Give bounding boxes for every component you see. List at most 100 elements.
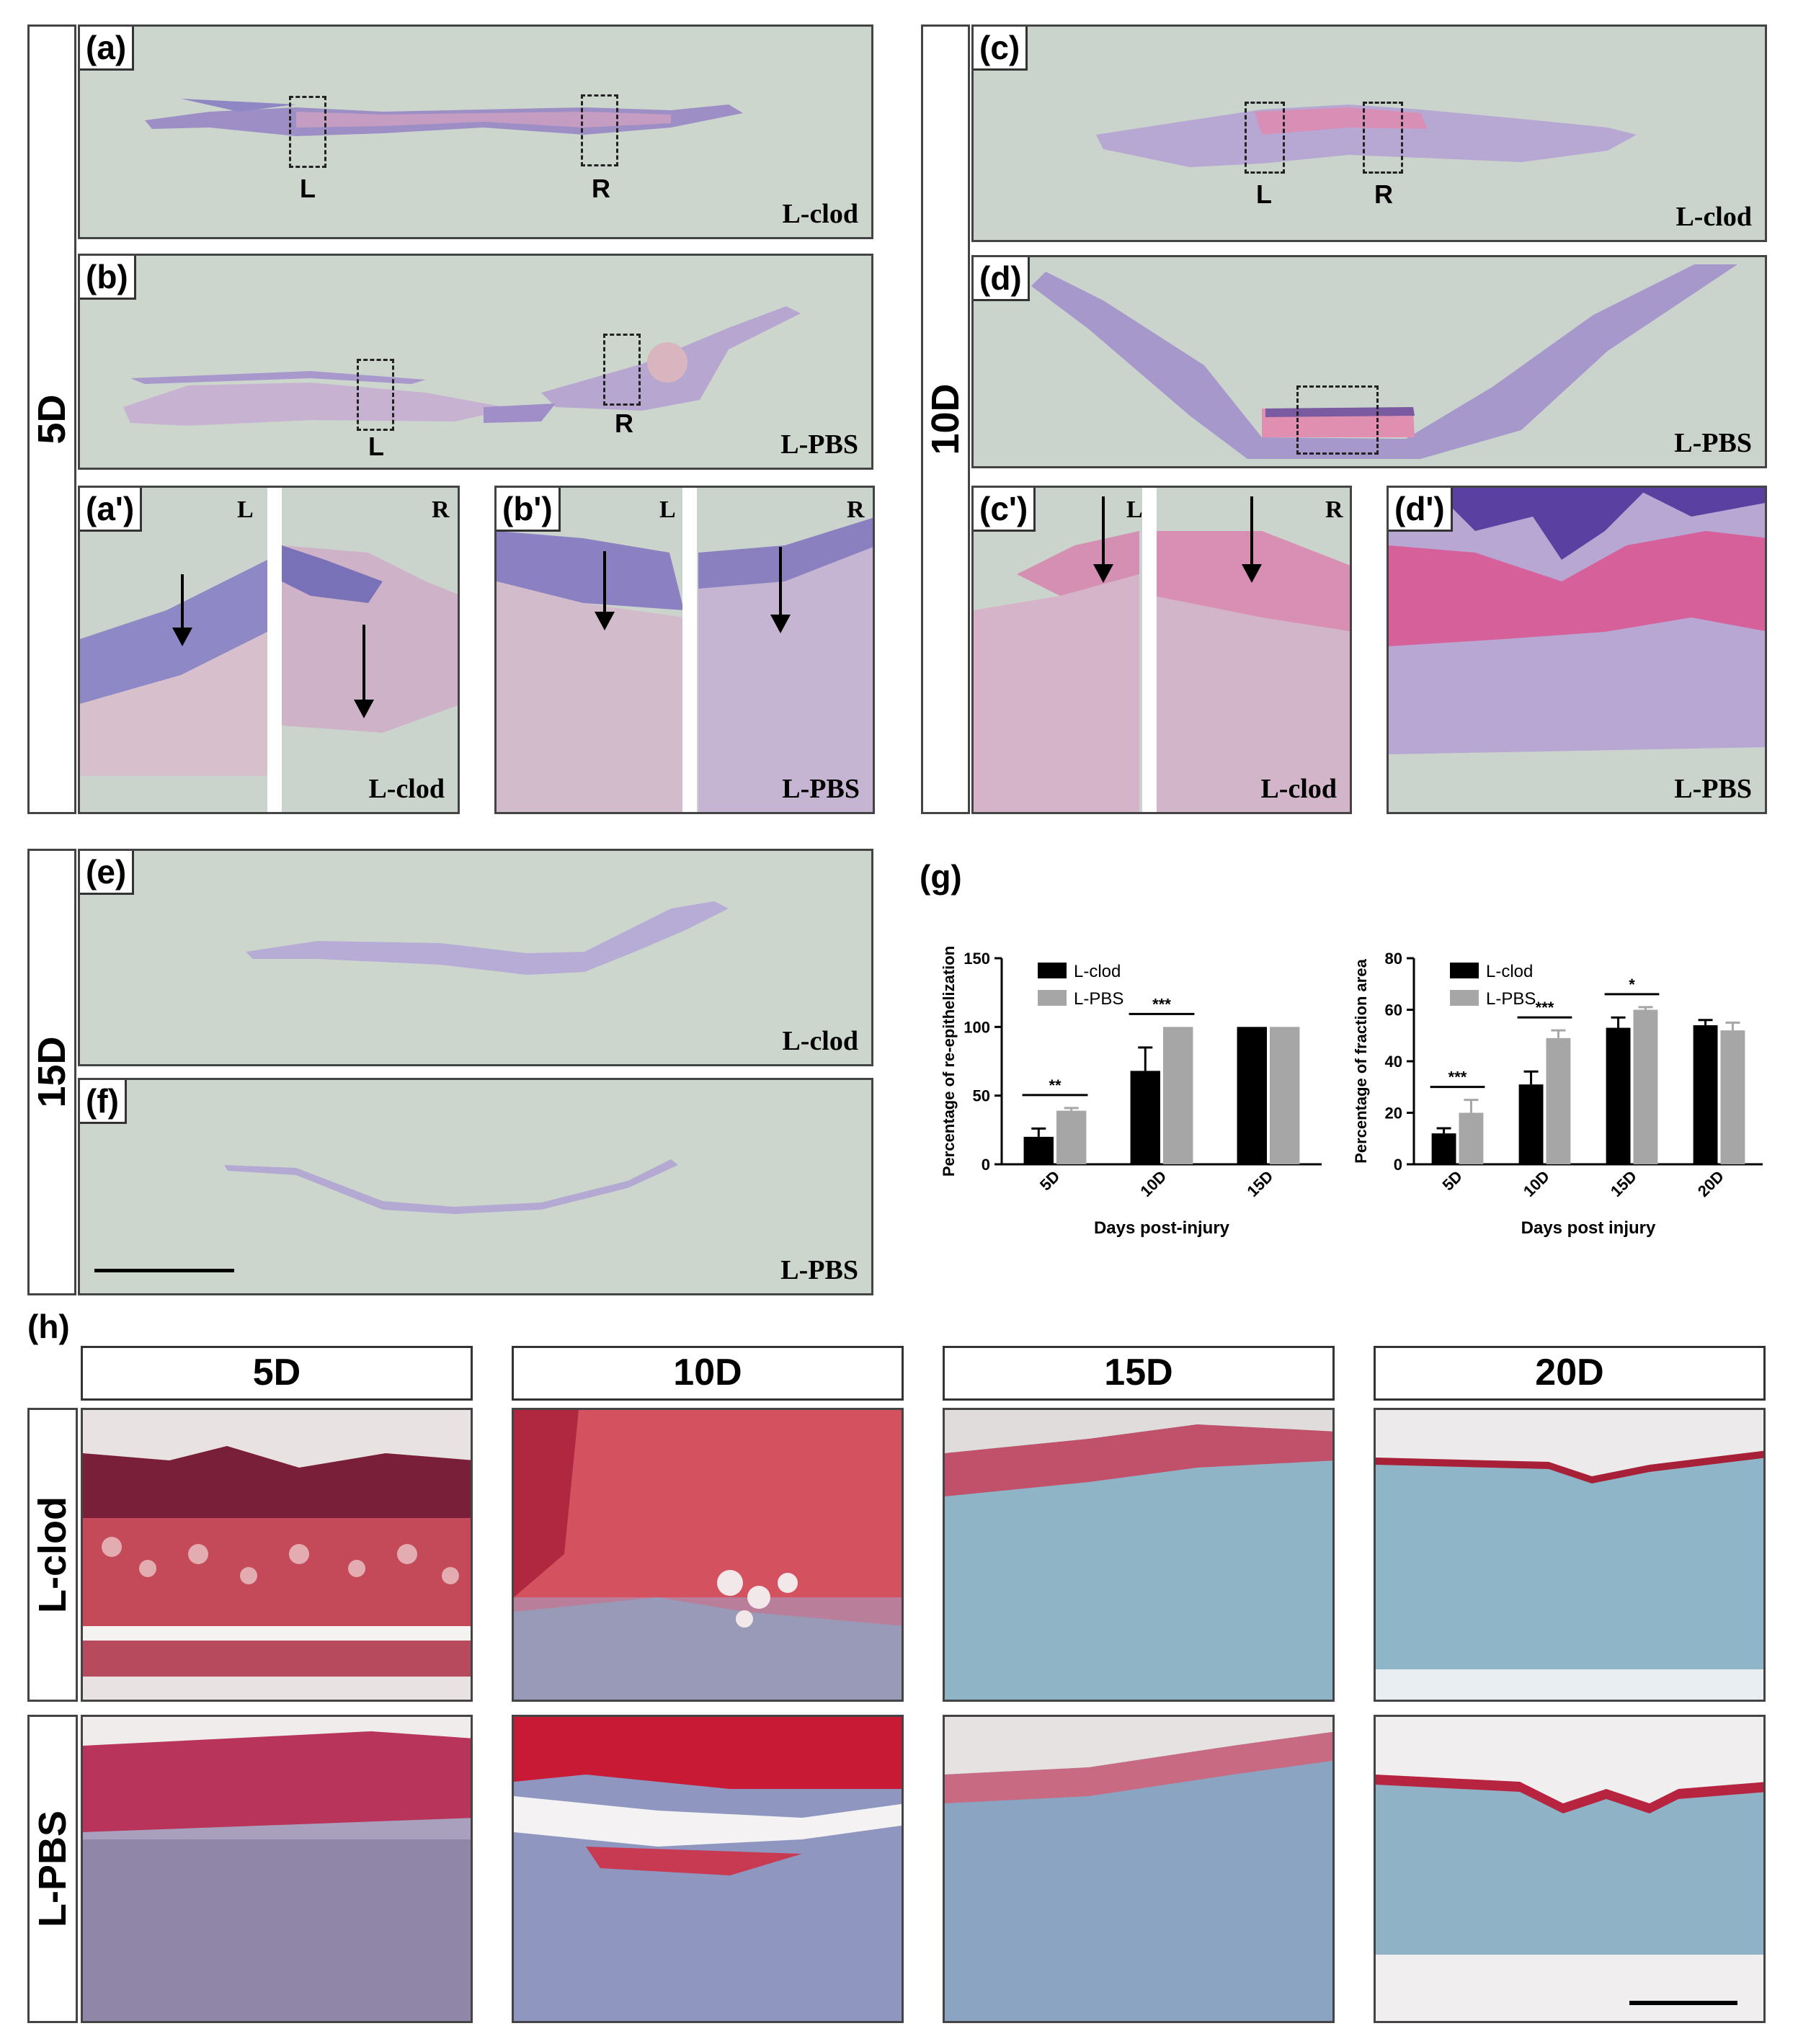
chart1-ytick-label-3: 150	[963, 950, 990, 968]
panel-b-box-right	[603, 334, 641, 406]
panel-a-label: (a)	[80, 27, 135, 71]
chart2-ylabel: Percentage of fraction area	[1352, 958, 1370, 1163]
panel-h-row-lpbs: L-PBS	[27, 1715, 78, 2023]
panel-d-condition: L-PBS	[1674, 428, 1752, 458]
chart1-legend-L-clod: L-clod	[1074, 962, 1121, 981]
trichrome-lclod-5d	[81, 1408, 473, 1702]
chart1-sig-10D: ***	[1152, 995, 1171, 1013]
panel-h-col-15d: 15D	[943, 1346, 1335, 1401]
panel-d-box	[1296, 385, 1379, 455]
panel-b-prime-right: R	[847, 496, 865, 523]
panel-c-box-left	[1245, 102, 1285, 174]
panel-b-prime-arrow-left	[595, 551, 615, 630]
chart2-xtick-label-20D: 20D	[1694, 1167, 1727, 1200]
panel-c-box-left-label: L	[1256, 179, 1272, 209]
group-label-5d: 5D	[27, 24, 76, 814]
panel-b-box-left	[357, 359, 394, 431]
group-label-5d-text: 5D	[30, 394, 74, 445]
panel-b-prime-left: L	[659, 496, 676, 523]
panel-b-prime-divider	[682, 488, 697, 812]
chart1-xlabel: Days post-injury	[1094, 1218, 1230, 1238]
panel-a-prime-left: L	[237, 496, 254, 523]
chart2-sig-10D: ***	[1536, 999, 1554, 1017]
panel-b-prime-image: (b') L R L-PBS	[494, 486, 875, 814]
trichrome-lclod-20d	[1374, 1408, 1766, 1702]
chart2-xlabel: Days post injury	[1521, 1218, 1656, 1238]
trichrome-lclod-10d	[512, 1408, 904, 1702]
panel-a-box-right-label: R	[592, 174, 610, 203]
chart1-ytick-label-2: 100	[963, 1018, 990, 1036]
panel-c-prime-condition: L-clod	[1260, 774, 1337, 804]
chart2-ytick-label-1: 20	[1385, 1104, 1402, 1123]
trichrome-lpbs-10d	[512, 1715, 904, 2023]
chart2-ytick-label-0: 0	[1394, 1156, 1402, 1174]
panel-c-box-right-label: R	[1374, 179, 1393, 209]
chart2-bar-L-clod-20D	[1693, 1025, 1718, 1164]
panel-a-prime-label: (a')	[80, 488, 143, 532]
panel-a-prime-arrow-right	[354, 625, 374, 718]
re-epithelization-chart: 0 50 100 150 Percentage of re-epithelization…	[940, 946, 1322, 1238]
panel-a-box-left	[289, 96, 326, 168]
panel-a-prime-right: R	[432, 496, 450, 523]
chart2-xtick-label-15D: 15D	[1607, 1167, 1640, 1200]
chart1-bar-L-PBS-10D	[1163, 1027, 1193, 1164]
chart2-bar-L-clod-5D	[1431, 1133, 1456, 1164]
panel-c-box-right	[1363, 102, 1403, 174]
trichrome-lpbs-15d	[943, 1715, 1335, 2023]
chart2-xtick-label-10D: 10D	[1520, 1167, 1553, 1200]
chart2-ytick-label-3: 60	[1385, 1001, 1402, 1019]
chart2-legend-swatch-L-PBS	[1450, 990, 1479, 1006]
chart1-legend-swatch-L-PBS	[1038, 990, 1067, 1006]
chart2-ytick-label-2: 40	[1385, 1053, 1402, 1071]
panel-c-prime-divider	[1142, 488, 1157, 812]
chart2-bar-L-PBS-5D	[1459, 1112, 1484, 1164]
panel-a-box-right	[581, 94, 618, 166]
panel-a-prime-image: (a') L R L-clod	[78, 486, 460, 814]
panel-c-prime-left: L	[1126, 496, 1143, 523]
panel-b-image: (b) L R L-PBS	[78, 254, 873, 470]
chart1-xtick-label-15D: 15D	[1243, 1167, 1276, 1200]
chart1-bar-L-clod-5D	[1023, 1136, 1054, 1164]
panel-d-prime-image: (d') L-PBS	[1387, 486, 1767, 814]
chart2-bar-L-PBS-10D	[1546, 1037, 1571, 1164]
panel-c-prime-arrow-right	[1242, 496, 1262, 583]
panel-e-image: (e) L-clod	[78, 849, 873, 1066]
panel-a-box-left-label: L	[300, 174, 316, 203]
chart2-sig-15D: *	[1629, 976, 1635, 994]
chart1-xtick-label-5D: 5D	[1036, 1167, 1064, 1195]
panel-h-row-lclod: L-clod	[27, 1408, 78, 1702]
panel-c-prime-arrow-left	[1093, 496, 1113, 583]
panel-d-label: (d)	[974, 257, 1030, 301]
chart1-ytick-label-0: 0	[982, 1156, 990, 1174]
group-label-10d: 10D	[921, 24, 970, 814]
panel-a-prime-arrow-left	[172, 574, 192, 646]
panel-g-label: (g)	[920, 858, 962, 896]
panel-c-prime-right: R	[1325, 496, 1343, 523]
panel-b-prime-condition: L-PBS	[782, 774, 860, 804]
chart2-legend-L-clod: L-clod	[1486, 962, 1533, 981]
panel-h-row-lpbs-text: L-PBS	[31, 1811, 74, 1927]
panel-a-image: (a) L R L-clod	[78, 24, 873, 239]
panel-e-label: (e)	[80, 851, 135, 895]
panel-f-condition: L-PBS	[780, 1255, 858, 1285]
chart1-sig-5D: **	[1049, 1076, 1062, 1094]
chart1-legend-L-PBS: L-PBS	[1074, 989, 1123, 1009]
chart2-sig-5D: ***	[1448, 1068, 1467, 1086]
chart2-xtick-label-5D: 5D	[1438, 1167, 1466, 1195]
panel-c-condition: L-clod	[1675, 202, 1752, 232]
chart2-legend-L-PBS: L-PBS	[1486, 989, 1536, 1009]
chart2-bar-L-clod-10D	[1518, 1084, 1544, 1164]
chart1-xtick-label-10D: 10D	[1136, 1167, 1170, 1200]
panel-a-prime-condition: L-clod	[368, 774, 445, 804]
panel-d-image: (d) L-PBS	[971, 255, 1767, 468]
chart1-ylabel: Percentage of re-epithelization	[940, 946, 958, 1177]
chart2-ytick-label-4: 80	[1385, 950, 1402, 968]
panel-d-prime-label: (d')	[1389, 488, 1453, 532]
trichrome-lpbs-20d	[1374, 1715, 1766, 2023]
chart2-legend-swatch-L-clod	[1450, 963, 1479, 978]
panel-h-row-lclod-text: L-clod	[31, 1496, 74, 1613]
panel-e-condition: L-clod	[782, 1026, 858, 1056]
panel-b-condition: L-PBS	[780, 429, 858, 460]
panel-b-box-right-label: R	[615, 409, 633, 438]
panel-d-prime-condition: L-PBS	[1674, 774, 1752, 804]
